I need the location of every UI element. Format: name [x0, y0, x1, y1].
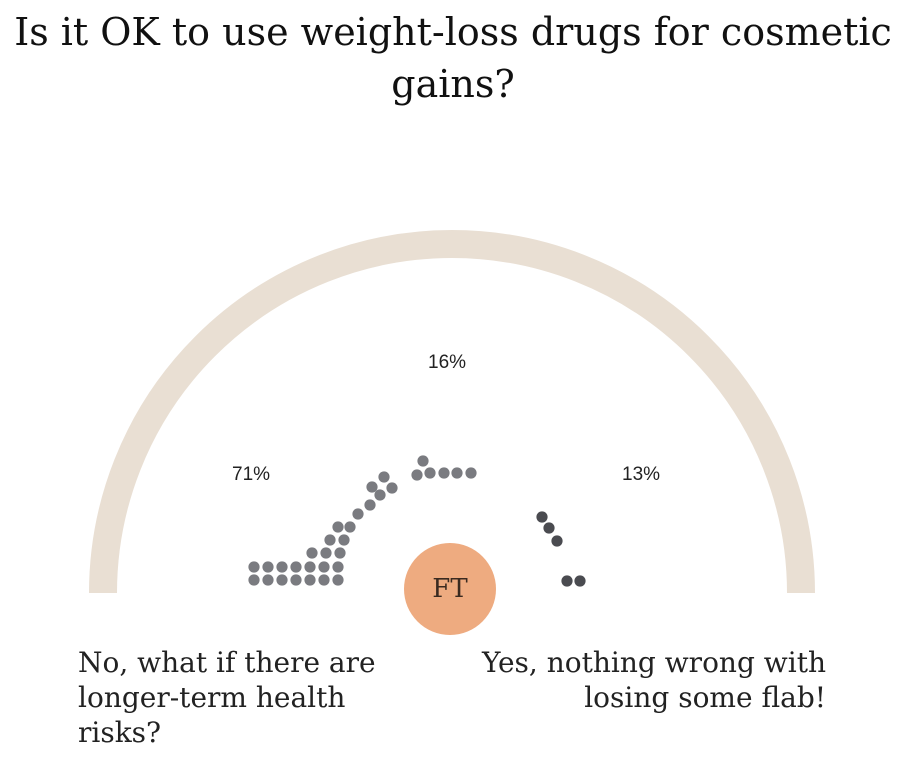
dot-neutral: [424, 467, 436, 479]
dot-yes: [574, 575, 586, 587]
dot-no: [262, 561, 274, 573]
dot-neutral: [451, 467, 463, 479]
dot-no: [290, 574, 302, 586]
dot-no: [364, 499, 376, 511]
dot-yes: [536, 511, 548, 523]
dot-no: [276, 561, 288, 573]
dot-no: [332, 561, 344, 573]
dot-no: [320, 547, 332, 559]
dot-no: [304, 574, 316, 586]
dot-no: [366, 481, 378, 493]
dot-no: [304, 561, 316, 573]
dot-no: [318, 561, 330, 573]
dot-no: [338, 534, 350, 546]
dot-no: [332, 574, 344, 586]
dot-yes: [561, 575, 573, 587]
dot-neutral: [438, 467, 450, 479]
dot-no: [378, 471, 390, 483]
dot-no: [318, 574, 330, 586]
answer-no-label: No, what if there are longer-term health…: [78, 646, 376, 749]
dot-no: [290, 561, 302, 573]
dot-no: [374, 489, 386, 501]
dot-no: [386, 482, 398, 494]
dot-no: [248, 574, 260, 586]
dot-no: [276, 574, 288, 586]
dot-neutral: [411, 469, 423, 481]
dot-no: [344, 521, 356, 533]
percent-label-no: 71%: [232, 464, 271, 485]
dot-no: [262, 574, 274, 586]
dot-no: [306, 547, 318, 559]
dot-yes: [543, 522, 555, 534]
dot-neutral: [465, 467, 477, 479]
answer-yes-label: Yes, nothing wrong with losing some flab…: [481, 646, 826, 714]
dot-yes: [551, 535, 563, 547]
chart-title: Is it OK to use weight-loss drugs for co…: [14, 10, 892, 106]
ft-logo-text: FT: [432, 574, 468, 604]
gauge-arc: [89, 230, 815, 594]
dot-neutral: [417, 455, 429, 467]
dot-no: [334, 547, 346, 559]
percent-label-yes: 13%: [622, 464, 661, 485]
dot-no: [248, 561, 260, 573]
dot-groups: [248, 455, 586, 587]
dot-no: [324, 534, 336, 546]
percent-label-neutral: 16%: [428, 352, 467, 373]
dot-no: [332, 521, 344, 533]
ft-logo: FT: [404, 543, 496, 635]
dot-no: [352, 508, 364, 520]
